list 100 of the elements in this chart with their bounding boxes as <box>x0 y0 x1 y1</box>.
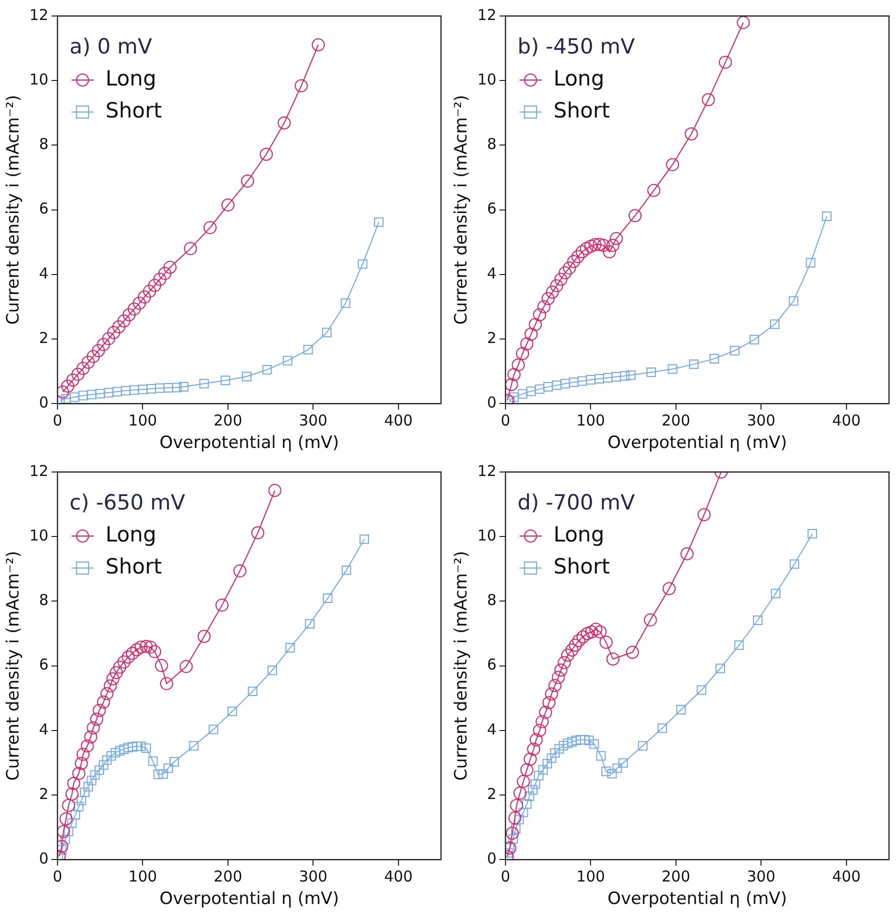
point <box>562 738 572 748</box>
point <box>98 760 108 770</box>
point <box>70 810 80 820</box>
point <box>260 148 273 161</box>
point <box>600 636 613 649</box>
y-tick-label: 10 <box>29 526 48 544</box>
point <box>128 302 141 316</box>
point <box>251 526 264 540</box>
y-tick-label: 0 <box>486 849 496 868</box>
point <box>676 704 686 714</box>
point <box>528 318 542 331</box>
point <box>589 739 599 749</box>
y-axis-title: Current density i (mAcm⁻²) <box>4 550 24 781</box>
annotation: d) -700 mV <box>517 490 636 514</box>
point <box>610 232 623 246</box>
point <box>61 380 74 393</box>
point <box>567 254 580 268</box>
point <box>122 650 135 664</box>
point <box>322 328 332 338</box>
point <box>170 756 179 766</box>
point <box>716 664 725 674</box>
point <box>241 174 254 188</box>
y-tick-label: 0 <box>38 393 48 412</box>
point <box>545 687 558 700</box>
point <box>57 385 70 398</box>
point <box>576 630 590 644</box>
point <box>698 508 711 522</box>
legend-label: Long <box>553 522 604 546</box>
point <box>533 308 546 322</box>
point <box>568 378 578 388</box>
point <box>513 786 526 800</box>
point <box>178 382 188 392</box>
point <box>538 765 548 775</box>
point <box>530 779 540 789</box>
y-tick-label: 8 <box>486 591 496 610</box>
point <box>536 715 549 728</box>
point <box>120 386 130 396</box>
point <box>57 825 70 838</box>
point <box>242 372 252 382</box>
point <box>92 704 106 717</box>
x-tick-label: 200 <box>662 867 690 886</box>
y-tick-label: 0 <box>486 393 496 412</box>
point <box>509 392 519 402</box>
y-tick-label: 4 <box>38 720 48 738</box>
y-tick-label: 6 <box>486 200 496 218</box>
point <box>596 751 606 761</box>
point <box>753 616 762 625</box>
point <box>294 79 308 92</box>
point <box>586 374 596 384</box>
point <box>100 687 114 700</box>
point <box>638 741 648 751</box>
point <box>808 528 818 538</box>
point <box>198 630 211 643</box>
point <box>215 598 228 612</box>
point <box>668 364 678 374</box>
point <box>126 646 139 660</box>
point <box>70 392 80 402</box>
point <box>628 209 642 222</box>
point <box>684 127 698 140</box>
point <box>554 664 568 676</box>
point <box>358 259 368 269</box>
point <box>86 390 96 400</box>
x-tick-label: 200 <box>214 411 242 430</box>
point <box>552 380 562 390</box>
point <box>153 272 166 286</box>
x-tick-label: 100 <box>576 411 606 430</box>
point <box>508 811 522 824</box>
point <box>92 344 105 358</box>
x-axis-title: Overpotential η (mV) <box>607 433 788 454</box>
point <box>561 648 574 662</box>
point <box>542 758 552 768</box>
x-tick-label: 100 <box>576 867 606 886</box>
point <box>520 337 534 350</box>
point <box>520 763 534 776</box>
point <box>62 798 76 812</box>
x-tick-label: 100 <box>128 411 158 430</box>
point <box>646 368 656 378</box>
point <box>522 799 532 809</box>
y-axis-title: Current density i (mAcm⁻²) <box>452 94 472 325</box>
x-tick-label: 100 <box>128 867 158 886</box>
point <box>76 362 90 375</box>
point <box>141 743 151 753</box>
point <box>60 812 73 826</box>
point <box>585 625 598 638</box>
point <box>537 300 550 314</box>
point <box>689 359 699 369</box>
point <box>72 766 86 780</box>
point <box>74 756 88 770</box>
point <box>607 768 617 778</box>
point <box>506 826 519 840</box>
annotation: b) -450 mV <box>517 34 636 58</box>
point <box>530 733 543 746</box>
point <box>730 346 740 356</box>
point <box>153 770 163 780</box>
point <box>60 834 70 844</box>
point <box>67 776 80 790</box>
x-axis-title: Overpotential η (mV) <box>159 433 340 454</box>
x-axis-title: Overpotential η (mV) <box>607 889 788 910</box>
y-tick-label: 12 <box>29 6 48 24</box>
point <box>64 826 74 836</box>
